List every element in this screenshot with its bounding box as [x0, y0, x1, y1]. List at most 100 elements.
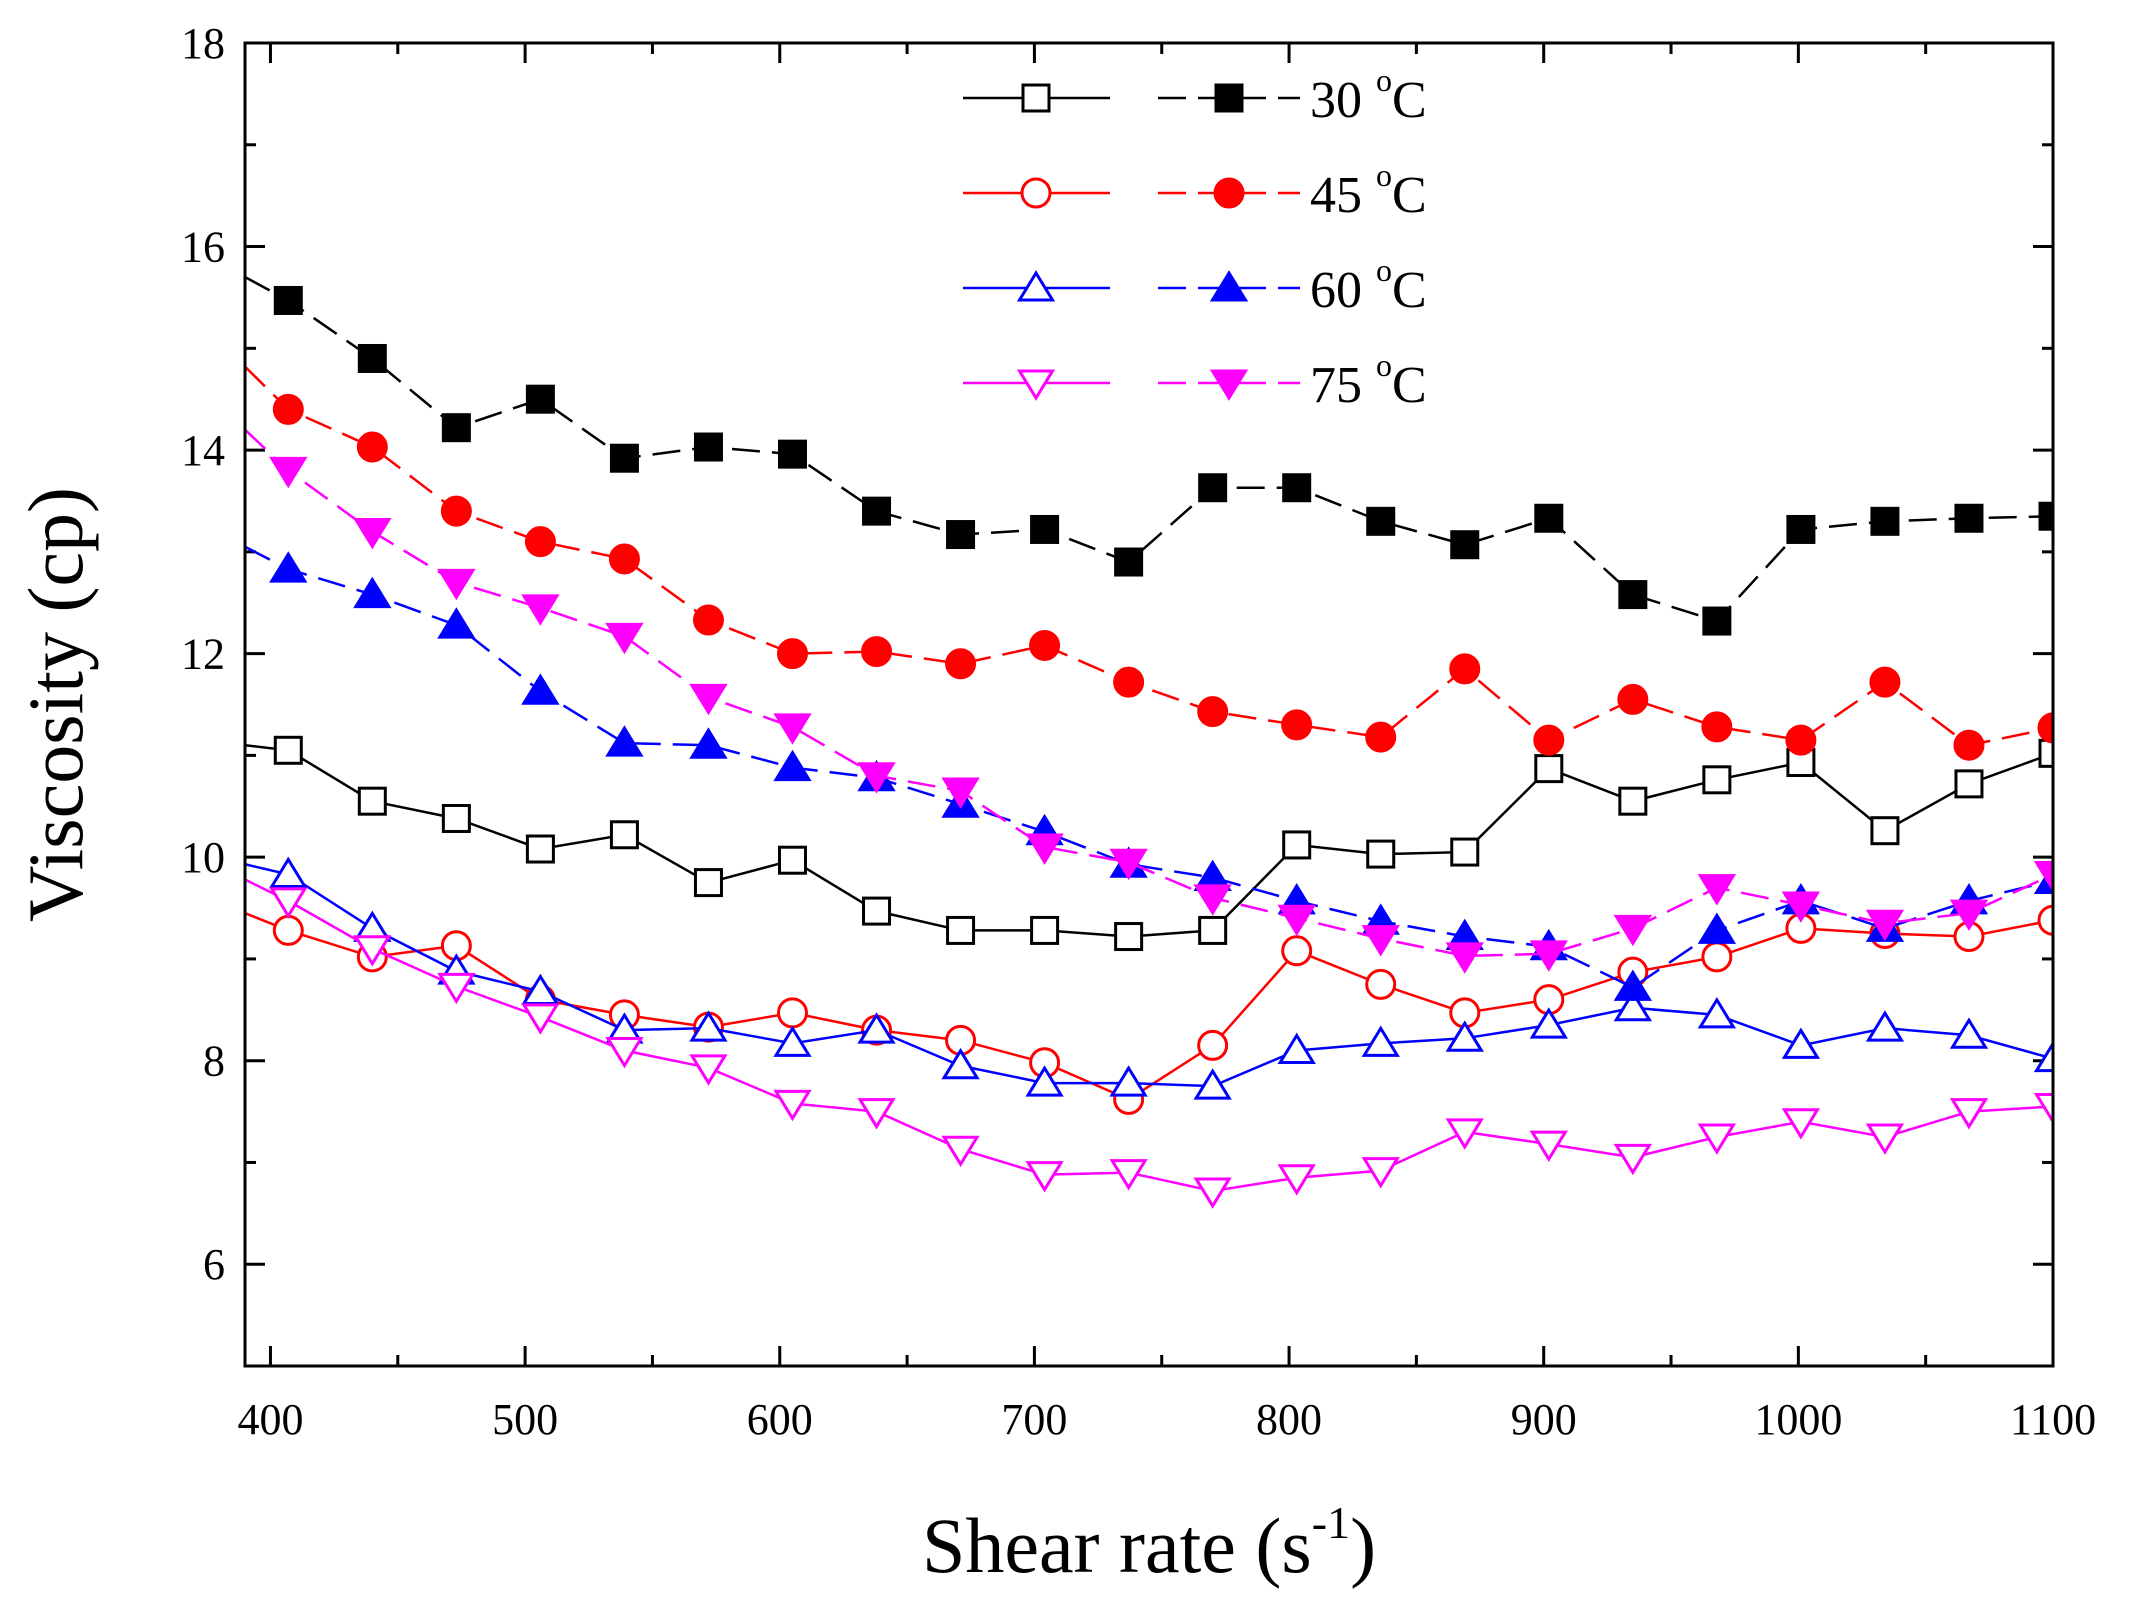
data-point	[1617, 683, 1649, 715]
data-point	[1025, 833, 1064, 865]
data-point	[1781, 891, 1821, 923]
data-point	[437, 607, 476, 639]
data-point	[945, 648, 977, 680]
data-point	[1529, 1007, 1568, 1039]
data-point	[776, 997, 808, 1029]
data-point	[862, 496, 892, 526]
data-point	[1193, 1177, 1232, 1209]
data-point	[1109, 1065, 1148, 1097]
data-point	[1785, 724, 1817, 756]
data-point	[689, 1054, 728, 1086]
data-point	[1870, 506, 1900, 536]
y-tick-label: 12	[181, 630, 225, 679]
data-point	[356, 431, 388, 463]
data-point	[1361, 1025, 1400, 1057]
legend-degree: o	[1376, 62, 1392, 98]
data-point	[353, 517, 392, 550]
x-axis-title-superscript: -1	[1312, 1497, 1350, 1548]
data-point	[693, 868, 723, 898]
data-point	[1529, 940, 1568, 972]
data-point	[861, 636, 893, 668]
legend-marker-filled	[1209, 270, 1249, 302]
y-tick-label: 14	[181, 426, 225, 475]
data-point	[2038, 738, 2053, 768]
data-point	[777, 845, 807, 875]
series-line	[245, 545, 2053, 989]
data-point	[689, 727, 728, 759]
data-point	[1697, 874, 1737, 906]
data-point	[773, 1025, 812, 1057]
legend-temp: 45	[1310, 167, 1362, 224]
legend-temp: 60	[1310, 262, 1362, 319]
data-point	[524, 526, 556, 558]
data-point	[1445, 1020, 1484, 1052]
data-point	[1361, 1157, 1400, 1189]
data-point	[1282, 830, 1312, 860]
legend-unit: C	[1392, 357, 1427, 414]
legend-temp: 75	[1310, 357, 1362, 414]
data-point	[946, 520, 976, 550]
data-point	[862, 896, 892, 926]
data-point	[1114, 547, 1144, 577]
legend-label: 75 oC	[1310, 347, 1427, 414]
legend-marker-filled	[1213, 177, 1245, 209]
legend-entry-75: 75 oC	[963, 347, 1427, 414]
data-point	[773, 749, 812, 782]
data-point	[946, 915, 976, 945]
data-point	[1529, 1130, 1568, 1163]
data-point	[1366, 506, 1396, 536]
data-point	[1277, 1164, 1316, 1196]
y-axis-title: Viscosity (cp)	[12, 487, 99, 922]
data-point	[941, 1047, 980, 1080]
data-point	[521, 1003, 560, 1035]
data-point	[353, 576, 392, 609]
data-point	[269, 856, 308, 888]
data-point	[608, 543, 640, 575]
legend-marker-open	[1021, 83, 1051, 113]
y-tick-label: 6	[203, 1240, 225, 1289]
data-point	[2033, 1040, 2053, 1073]
data-point	[857, 762, 896, 794]
data-point	[1781, 1027, 1821, 1059]
data-point	[525, 834, 555, 864]
legend-label: 45 oC	[1310, 157, 1427, 224]
series-75-filled	[245, 428, 2053, 974]
legend-marker-filled	[1209, 369, 1249, 401]
data-point	[773, 713, 812, 745]
data-point	[689, 1010, 728, 1042]
data-point	[609, 820, 639, 850]
data-point	[2037, 904, 2053, 936]
data-point	[1025, 1161, 1064, 1193]
series-30-open	[245, 735, 2053, 952]
data-point	[941, 777, 980, 809]
data-point	[689, 683, 728, 716]
series-line	[245, 878, 2053, 1193]
data-point	[605, 622, 644, 655]
data-point	[605, 725, 644, 757]
data-point	[2033, 1092, 2053, 1125]
data-point	[1450, 837, 1480, 867]
data-point	[941, 1135, 980, 1168]
x-tick-label: 1000	[1754, 1395, 1842, 1444]
legend-degree: o	[1376, 252, 1392, 288]
y-tick-label: 10	[181, 833, 225, 882]
legend-marker-filled	[1214, 83, 1244, 113]
data-point	[1030, 915, 1060, 945]
legend-marker-open	[1016, 270, 1056, 302]
data-point	[1282, 473, 1312, 503]
data-point	[1954, 769, 1984, 799]
legend-temp: 30	[1310, 72, 1362, 129]
data-point	[1701, 941, 1733, 973]
data-point	[1365, 968, 1397, 1000]
data-point	[1865, 909, 1905, 942]
data-point	[857, 1012, 896, 1044]
data-point	[777, 439, 807, 469]
data-point	[1450, 530, 1480, 560]
data-point	[1198, 473, 1228, 503]
data-point	[1281, 709, 1313, 741]
data-point	[273, 285, 303, 315]
legend-degree: o	[1376, 157, 1392, 193]
data-point	[609, 443, 639, 473]
data-point	[776, 638, 808, 670]
series-layer	[245, 275, 2053, 1209]
